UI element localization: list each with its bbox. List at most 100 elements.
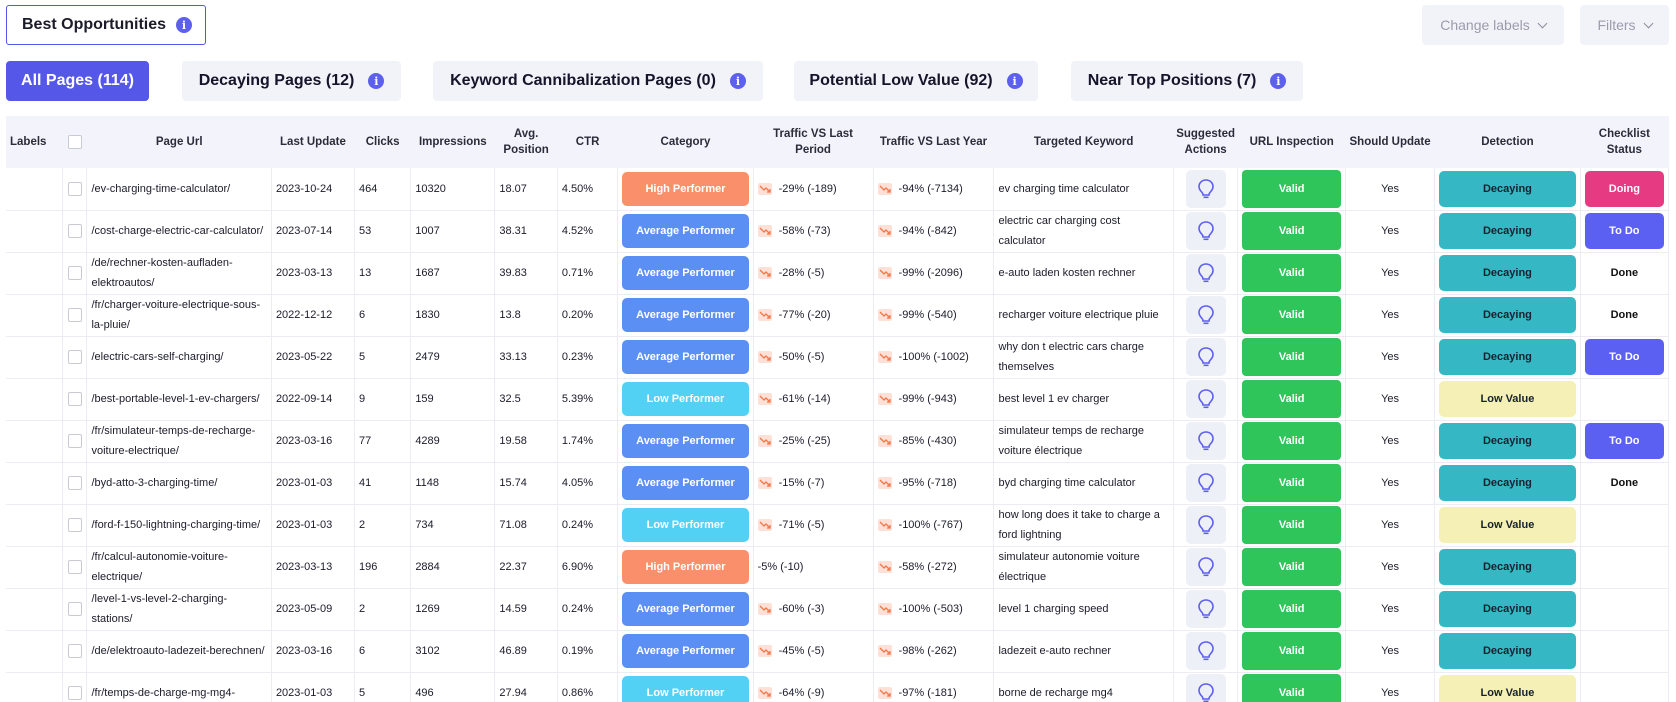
url-inspection-badge[interactable]: Valid xyxy=(1242,169,1341,208)
info-icon[interactable]: i xyxy=(368,73,385,89)
tab-all-pages[interactable]: All Pages (114) xyxy=(6,61,149,101)
page-url[interactable]: /fr/simulateur-temps-de-recharge-voiture… xyxy=(86,420,272,463)
lightbulb-icon[interactable] xyxy=(1185,464,1226,502)
col-traffic-year[interactable]: Traffic VS Last Year xyxy=(873,116,994,168)
page-url[interactable]: /level-1-vs-level-2-charging-stations/ xyxy=(86,588,272,631)
col-last-update[interactable]: Last Update xyxy=(271,116,355,168)
checklist-status-cell[interactable] xyxy=(1580,630,1670,673)
table-row[interactable]: /de/elektroauto-ladezeit-berechnen/2023-… xyxy=(6,630,1670,673)
checklist-status-cell[interactable] xyxy=(1580,504,1670,547)
checklist-status-cell[interactable] xyxy=(1580,378,1670,421)
lightbulb-icon[interactable] xyxy=(1185,506,1226,544)
tab-near-top-positions[interactable]: Near Top Positions (7) i xyxy=(1071,61,1303,101)
change-labels-button[interactable]: Change labels xyxy=(1422,5,1564,45)
table-row[interactable]: /de/rechner-kosten-aufladen-elektroautos… xyxy=(6,252,1670,295)
table-row[interactable]: /level-1-vs-level-2-charging-stations/20… xyxy=(6,588,1670,631)
col-should-update[interactable]: Should Update xyxy=(1345,116,1435,168)
page-url[interactable]: /fr/charger-voiture-electrique-sous-la-p… xyxy=(86,294,272,337)
checklist-status-cell[interactable]: To Do xyxy=(1580,210,1670,253)
labels-cell[interactable] xyxy=(6,294,63,337)
checklist-status-badge[interactable]: To Do xyxy=(1584,423,1664,459)
page-url[interactable]: /best-portable-level-1-ev-chargers/ xyxy=(86,378,272,421)
page-url[interactable]: /fr/calcul-autonomie-voiture-electrique/ xyxy=(86,546,272,589)
checklist-status-badge[interactable]: To Do xyxy=(1584,339,1664,375)
page-url[interactable]: /cost-charge-electric-car-calculator/ xyxy=(86,210,272,253)
row-checkbox[interactable] xyxy=(67,602,82,617)
lightbulb-icon[interactable] xyxy=(1185,422,1226,460)
col-ctr[interactable]: CTR xyxy=(557,116,618,168)
lightbulb-icon[interactable] xyxy=(1185,380,1226,418)
labels-cell[interactable] xyxy=(6,252,63,295)
lightbulb-icon[interactable] xyxy=(1185,212,1226,250)
page-url[interactable]: /ford-f-150-lightning-charging-time/ xyxy=(86,504,272,547)
tab-keyword-cannibalization[interactable]: Keyword Cannibalization Pages (0) i xyxy=(433,61,763,101)
lightbulb-icon[interactable] xyxy=(1185,548,1226,586)
url-inspection-badge[interactable]: Valid xyxy=(1242,674,1341,702)
row-checkbox[interactable] xyxy=(67,644,82,659)
table-row[interactable]: /byd-atto-3-charging-time/2023-01-03 41 11… xyxy=(6,462,1670,505)
table-row[interactable]: /fr/charger-voiture-electrique-sous-la-p… xyxy=(6,294,1670,337)
tab-potential-low-value[interactable]: Potential Low Value (92) i xyxy=(794,61,1038,101)
lightbulb-icon[interactable] xyxy=(1185,590,1226,628)
lightbulb-icon[interactable] xyxy=(1185,296,1226,334)
labels-cell[interactable] xyxy=(6,378,63,421)
col-page-url[interactable]: Page Url xyxy=(86,116,272,168)
url-inspection-badge[interactable]: Valid xyxy=(1242,212,1341,250)
checklist-status-cell[interactable] xyxy=(1580,672,1670,702)
url-inspection-badge[interactable]: Valid xyxy=(1242,548,1341,586)
table-row[interactable]: /ev-charging-time-calculator/2023-10-24 4… xyxy=(6,168,1670,211)
table-row[interactable]: /fr/temps-de-charge-mg-mg4- 2023-01-03 5 49… xyxy=(6,672,1670,702)
row-checkbox[interactable] xyxy=(67,686,82,701)
col-avg-position[interactable]: Avg. Position xyxy=(494,116,558,168)
url-inspection-badge[interactable]: Valid xyxy=(1242,590,1341,628)
checklist-status-badge[interactable]: Done xyxy=(1610,267,1639,279)
lightbulb-icon[interactable] xyxy=(1185,674,1226,702)
labels-cell[interactable] xyxy=(6,462,63,505)
col-traffic-period[interactable]: Traffic VS Last Period xyxy=(753,116,874,168)
tab-decaying-pages[interactable]: Decaying Pages (12) i xyxy=(182,61,401,101)
table-row[interactable]: /fr/calcul-autonomie-voiture-electrique/… xyxy=(6,546,1670,589)
checklist-status-badge[interactable]: To Do xyxy=(1584,213,1664,249)
labels-cell[interactable] xyxy=(6,672,63,702)
page-url[interactable]: /fr/temps-de-charge-mg-mg4- xyxy=(86,672,272,702)
col-suggested-actions[interactable]: Suggested Actions xyxy=(1173,116,1238,168)
page-url[interactable]: /de/rechner-kosten-aufladen-elektroautos… xyxy=(86,252,272,295)
row-checkbox[interactable] xyxy=(67,224,82,239)
url-inspection-badge[interactable]: Valid xyxy=(1242,254,1341,292)
url-inspection-badge[interactable]: Valid xyxy=(1242,338,1341,376)
checklist-status-cell[interactable]: Done xyxy=(1580,252,1670,295)
url-inspection-badge[interactable]: Valid xyxy=(1242,632,1341,670)
row-checkbox[interactable] xyxy=(67,181,82,196)
col-targeted-keyword[interactable]: Targeted Keyword xyxy=(993,116,1174,168)
labels-cell[interactable] xyxy=(6,504,63,547)
page-url[interactable]: /electric-cars-self-charging/ xyxy=(86,336,272,379)
labels-cell[interactable] xyxy=(6,420,63,463)
row-checkbox[interactable] xyxy=(67,350,82,365)
labels-cell[interactable] xyxy=(6,210,63,253)
row-checkbox[interactable] xyxy=(67,392,82,407)
checklist-status-cell[interactable] xyxy=(1580,546,1670,589)
table-row[interactable]: /best-portable-level-1-ev-chargers/2022-… xyxy=(6,378,1670,421)
checklist-status-cell[interactable]: To Do xyxy=(1580,336,1670,379)
table-row[interactable]: /electric-cars-self-charging/2023-05-22 5… xyxy=(6,336,1670,379)
labels-cell[interactable] xyxy=(6,630,63,673)
checklist-status-badge[interactable]: Done xyxy=(1610,477,1639,489)
checklist-status-cell[interactable]: To Do xyxy=(1580,420,1670,463)
table-row[interactable]: /cost-charge-electric-car-calculator/202… xyxy=(6,210,1670,253)
col-impressions[interactable]: Impressions xyxy=(410,116,495,168)
checklist-status-cell[interactable] xyxy=(1580,588,1670,631)
info-icon[interactable]: i xyxy=(1270,73,1287,89)
labels-cell[interactable] xyxy=(6,588,63,631)
col-url-inspection[interactable]: URL Inspection xyxy=(1237,116,1346,168)
checklist-status-badge[interactable]: Doing xyxy=(1584,170,1664,207)
table-row[interactable]: /ford-f-150-lightning-charging-time/2023… xyxy=(6,504,1670,547)
info-icon[interactable]: i xyxy=(1006,73,1023,89)
lightbulb-icon[interactable] xyxy=(1185,254,1226,292)
col-clicks[interactable]: Clicks xyxy=(354,116,411,168)
row-checkbox[interactable] xyxy=(67,476,82,491)
col-labels[interactable]: Labels xyxy=(6,116,63,168)
lightbulb-icon[interactable] xyxy=(1185,169,1226,208)
col-detection[interactable]: Detection xyxy=(1434,116,1581,168)
labels-cell[interactable] xyxy=(6,336,63,379)
url-inspection-badge[interactable]: Valid xyxy=(1242,506,1341,544)
